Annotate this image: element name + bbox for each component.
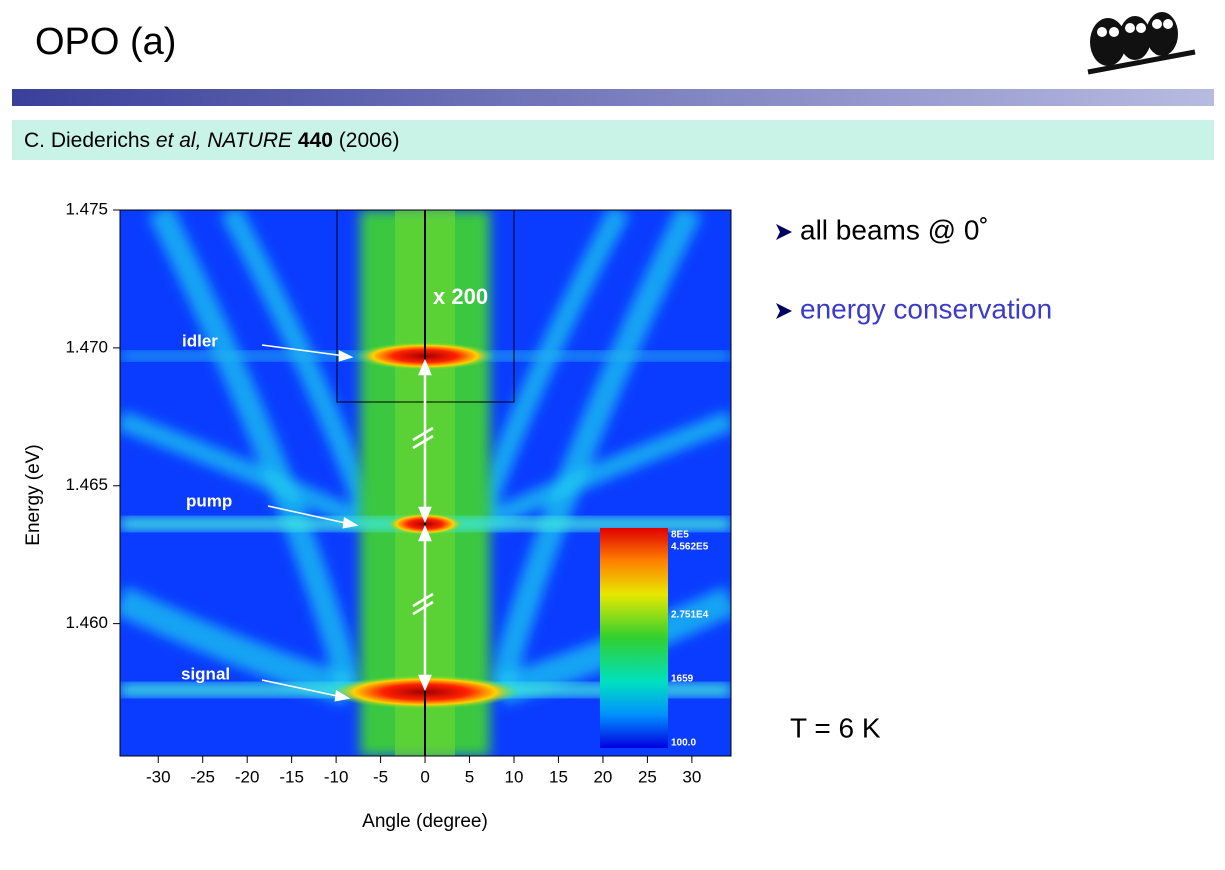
x-tick-label: -10 bbox=[324, 767, 349, 786]
x-tick-label: 15 bbox=[549, 767, 568, 786]
y-tick-label: 1.470 bbox=[65, 337, 108, 356]
y-tick-label: 1.460 bbox=[65, 613, 108, 632]
colorbar-label: 1659 bbox=[671, 674, 694, 685]
y-tick-label: 1.465 bbox=[65, 475, 108, 494]
x-tick-label: 25 bbox=[638, 767, 657, 786]
annotation: idler bbox=[182, 331, 218, 350]
y-axis-label: Energy (eV) bbox=[23, 444, 44, 545]
colorbar-label: 4.562E5 bbox=[671, 542, 709, 553]
x-tick-label: 30 bbox=[682, 767, 701, 786]
temperature: T = 6 K bbox=[790, 712, 881, 743]
colorbar bbox=[600, 528, 668, 748]
colorbar-label: 2.751E4 bbox=[671, 610, 709, 621]
x-tick-label: -15 bbox=[279, 767, 304, 786]
logo bbox=[1087, 12, 1196, 75]
header-bar bbox=[12, 89, 1214, 106]
x-tick-label: -5 bbox=[373, 767, 388, 786]
colorbar-label: 8E5 bbox=[671, 530, 689, 541]
citation-box bbox=[12, 120, 1214, 160]
annotation: signal bbox=[181, 664, 230, 683]
x-tick-label: 5 bbox=[465, 767, 474, 786]
bullet: energy conservation bbox=[800, 293, 1052, 324]
x-tick-label: 0 bbox=[420, 767, 429, 786]
title: OPO (a) bbox=[35, 21, 176, 63]
annotation: pump bbox=[186, 491, 232, 510]
bullet-icon bbox=[776, 224, 792, 240]
y-tick-label: 1.475 bbox=[65, 199, 108, 218]
bullet: all beams @ 0˚ bbox=[800, 214, 989, 245]
heatmap bbox=[120, 210, 731, 756]
x-tick-label: -20 bbox=[235, 767, 260, 786]
x-tick-label: 20 bbox=[593, 767, 612, 786]
x-tick-label: -30 bbox=[146, 767, 171, 786]
colorbar-label: 100.0 bbox=[671, 738, 696, 749]
x-axis-label: Angle (degree) bbox=[362, 811, 488, 832]
x-tick-label: -25 bbox=[190, 767, 215, 786]
citation: C. Diederichs et al, NATURE 440 (2006) bbox=[24, 129, 399, 152]
annotation: x 200 bbox=[433, 284, 488, 309]
bullet-icon bbox=[776, 303, 792, 319]
x-tick-label: 10 bbox=[505, 767, 524, 786]
